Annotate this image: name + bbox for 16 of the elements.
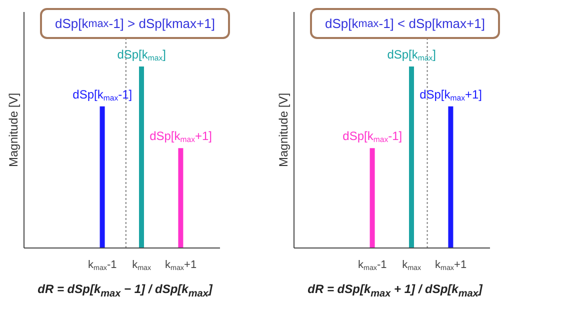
x-tick-label: k$_{max}$-1 bbox=[88, 259, 117, 272]
y-axis-title: Magnitude [V] bbox=[276, 92, 290, 168]
x-tick-label: k$_{max}$ bbox=[132, 259, 152, 272]
annotation: dSp[k$_{max}$+1] bbox=[150, 129, 212, 145]
x-tick-label: k$_{max}$ bbox=[402, 259, 422, 272]
x-tick-label: k$_{max}$-1 bbox=[358, 259, 387, 272]
x-tick-label: k$_{max}$+1 bbox=[435, 259, 467, 272]
y-axis-title: Magnitude [V] bbox=[6, 92, 20, 168]
annotation: dSp[k$_{max}$+1] bbox=[420, 87, 482, 103]
text: dR = dSp[k$_{max}$ − 1] / dSp[k$_{max}$] bbox=[36, 282, 214, 300]
annotation: dSp[k$_{max}$-1] bbox=[342, 129, 402, 145]
text: dR = dSp[k$_{max}$ + 1] / dSp[k$_{max}$] bbox=[306, 282, 484, 300]
annotation: dSp[k$_{max}$] bbox=[117, 47, 166, 63]
annotation: dSp[k$_{max}$-1] bbox=[72, 87, 132, 103]
annotation: dSp[k$_{max}$] bbox=[387, 47, 436, 63]
x-tick-label: k$_{max}$+1 bbox=[165, 259, 197, 272]
